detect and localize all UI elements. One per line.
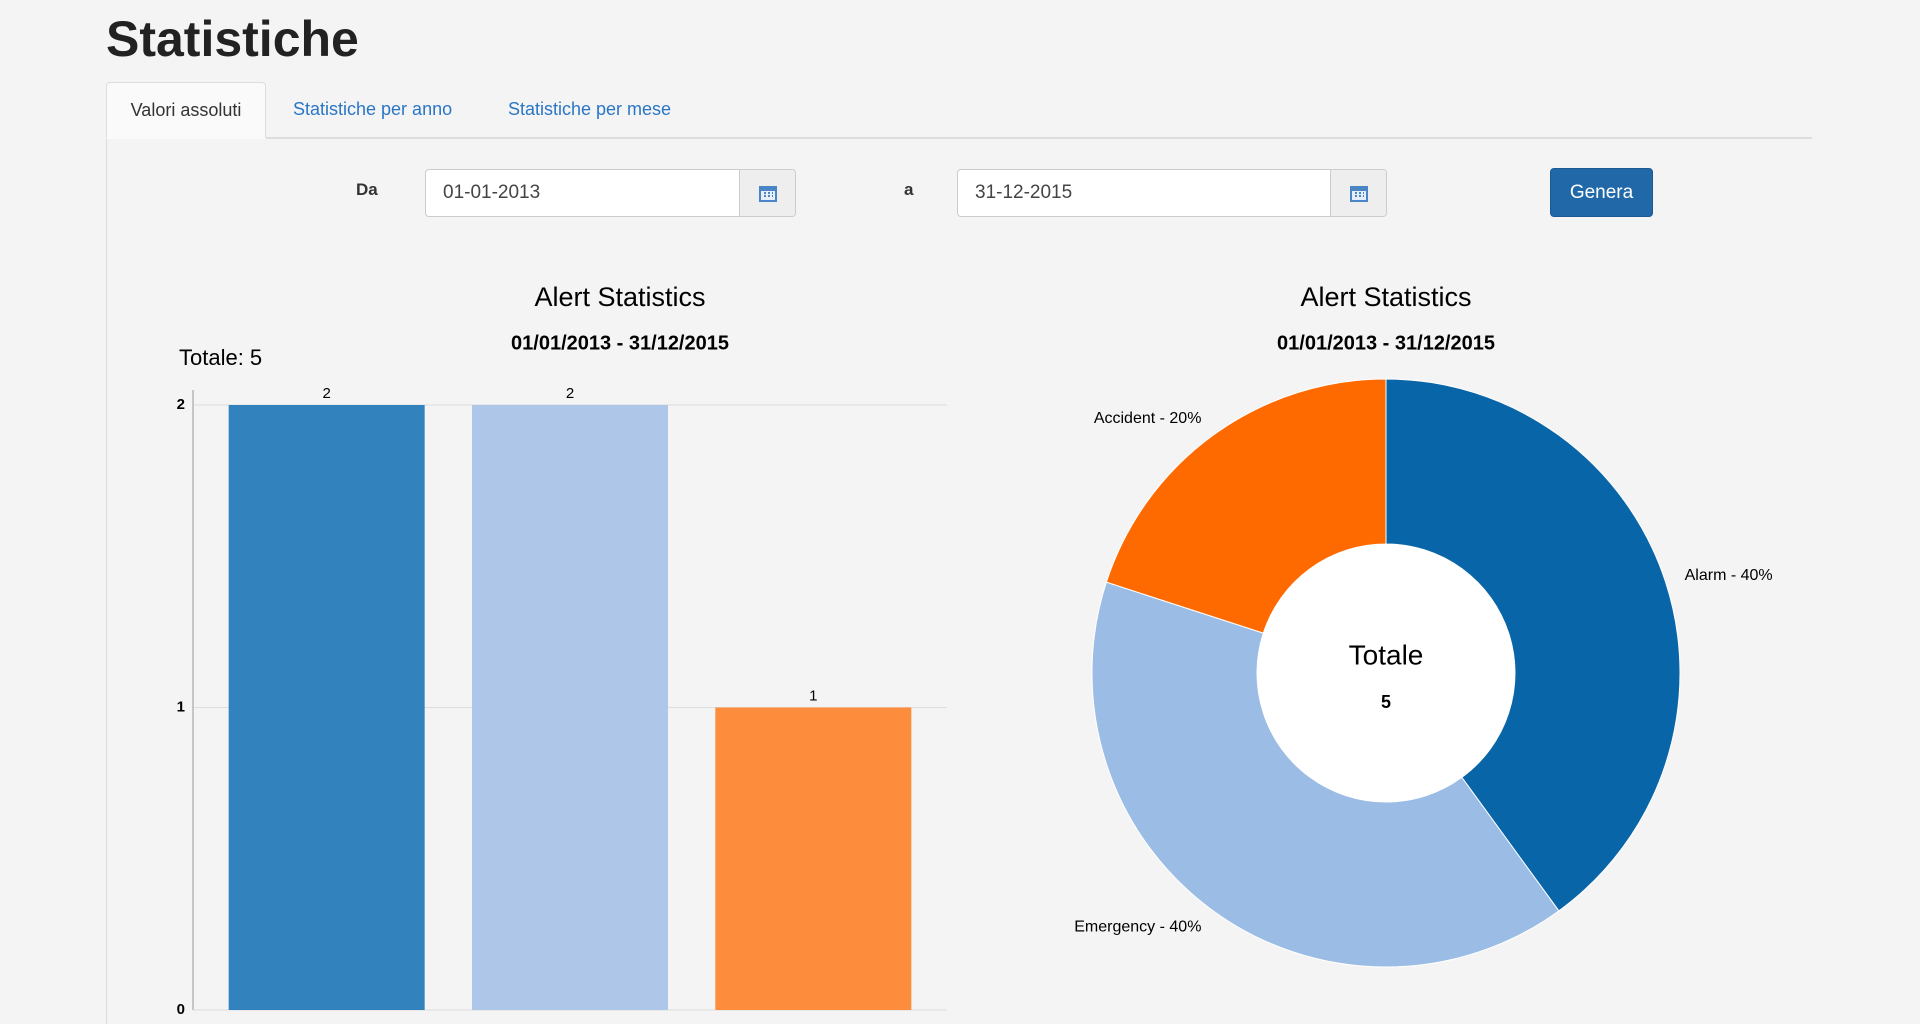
calendar-icon — [1350, 186, 1368, 202]
bar-value-label: 1 — [809, 687, 817, 704]
to-label: a — [904, 180, 914, 199]
pie-slice — [1105, 378, 1387, 634]
bar — [472, 405, 668, 1010]
pie-slice — [1385, 378, 1681, 912]
from-input[interactable]: 01-01-2013 — [425, 169, 796, 217]
bar-value-label: 2 — [322, 385, 330, 402]
donut-hole — [1257, 544, 1515, 802]
chart-subtitle: 01/01/2013 - 31/12/2015 — [511, 332, 729, 354]
y-tick-label: 0 — [177, 1001, 185, 1018]
total-annotation: Totale: 5 — [179, 345, 262, 370]
from-label: Da — [356, 180, 378, 199]
input-value: 31-12-2015 — [975, 182, 1073, 203]
center-value: 5 — [1381, 692, 1391, 712]
calendar-button[interactable] — [739, 170, 795, 216]
panel-border — [106, 139, 107, 1024]
chart-title: Alert Statistics — [534, 282, 705, 312]
slice-label: Emergency - 40% — [1074, 918, 1201, 935]
y-tick-label: 1 — [177, 698, 185, 715]
bar — [715, 707, 912, 1010]
calendar-icon — [759, 186, 777, 202]
y-tick-label: 2 — [177, 396, 185, 413]
slice-label: Alarm - 40% — [1685, 567, 1773, 584]
tab-bar: Valori assoluti Statistiche per anno Sta… — [106, 82, 1812, 139]
tab[interactable]: Statistiche per mese — [508, 99, 672, 119]
bar-value-label: 2 — [566, 385, 574, 402]
center-label: Totale — [1349, 639, 1424, 670]
page-title: Statistiche — [106, 11, 359, 67]
calendar-button[interactable] — [1330, 170, 1386, 216]
to-input[interactable]: 31-12-2015 — [957, 169, 1387, 217]
bar — [228, 405, 425, 1010]
input-value: 01-01-2013 — [443, 182, 541, 203]
slice-label: Accident - 20% — [1094, 410, 1202, 427]
chart-subtitle: 01/01/2013 - 31/12/2015 — [1277, 332, 1495, 354]
chart-title: Alert Statistics — [1300, 282, 1471, 312]
pie-slice — [1091, 581, 1560, 968]
tab[interactable]: Statistiche per anno — [293, 99, 453, 119]
generate-button[interactable]: Genera — [1550, 168, 1653, 217]
tab[interactable]: Valori assoluti — [106, 82, 266, 139]
